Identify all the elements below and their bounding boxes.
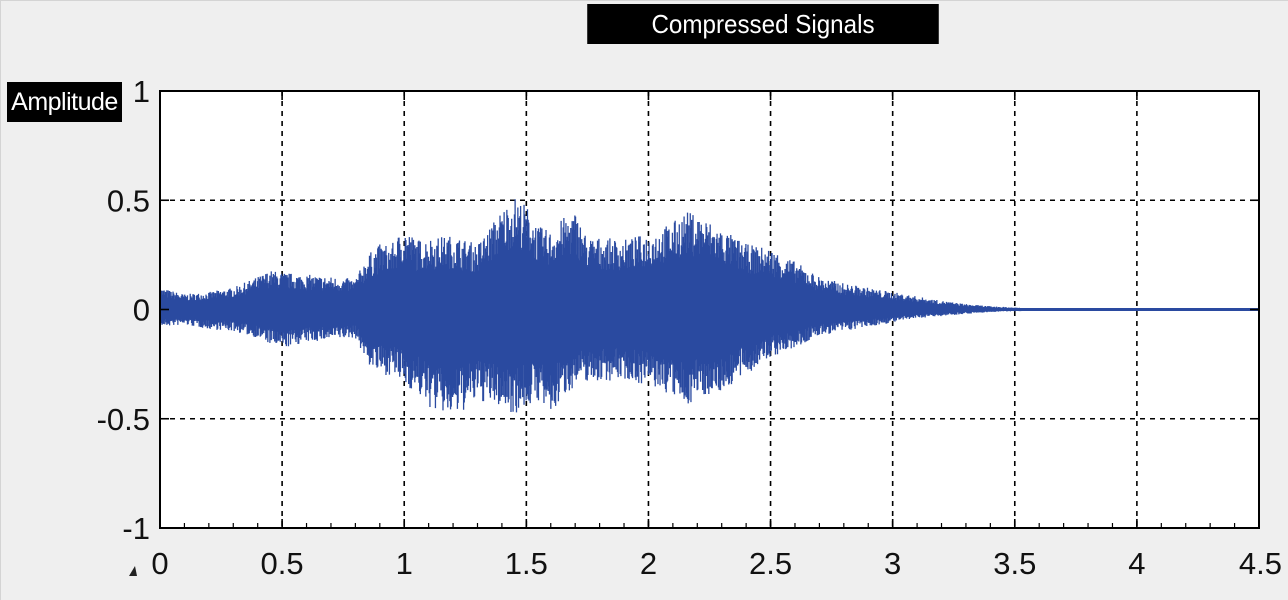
x-tick-label: 3 [884, 546, 901, 581]
x-tick-label: 0.5 [261, 546, 304, 581]
x-tick-label: 1 [396, 546, 413, 581]
x-tick-label: 1.5 [505, 546, 548, 581]
x-tick-label: 0 [151, 546, 168, 581]
corner-arrow-icon [129, 566, 137, 576]
x-tick-label: 4 [1128, 546, 1145, 581]
y-tick-label: 0.5 [107, 183, 150, 218]
y-tick-label: 1 [133, 74, 150, 109]
chart-title: Compressed Signals [587, 4, 939, 44]
waveform-series [159, 199, 1260, 413]
axis-ticks [159, 90, 1260, 529]
y-tick-labels: -1 -0.5 0 0.5 1 [97, 74, 150, 546]
y-tick-label: 0 [133, 293, 150, 328]
x-tick-label: 2 [640, 546, 657, 581]
y-tick-label: -1 [122, 511, 150, 546]
x-tick-label: 3.5 [993, 546, 1036, 581]
y-axis-label: Amplitude [7, 82, 122, 122]
y-tick-label: -0.5 [97, 402, 150, 437]
x-tick-label: 4.5 [1239, 546, 1282, 581]
x-tick-label: 2.5 [749, 546, 792, 581]
x-tick-labels: 0 0.5 1 1.5 2 2.5 3 3.5 4 4.5 [151, 546, 1282, 581]
